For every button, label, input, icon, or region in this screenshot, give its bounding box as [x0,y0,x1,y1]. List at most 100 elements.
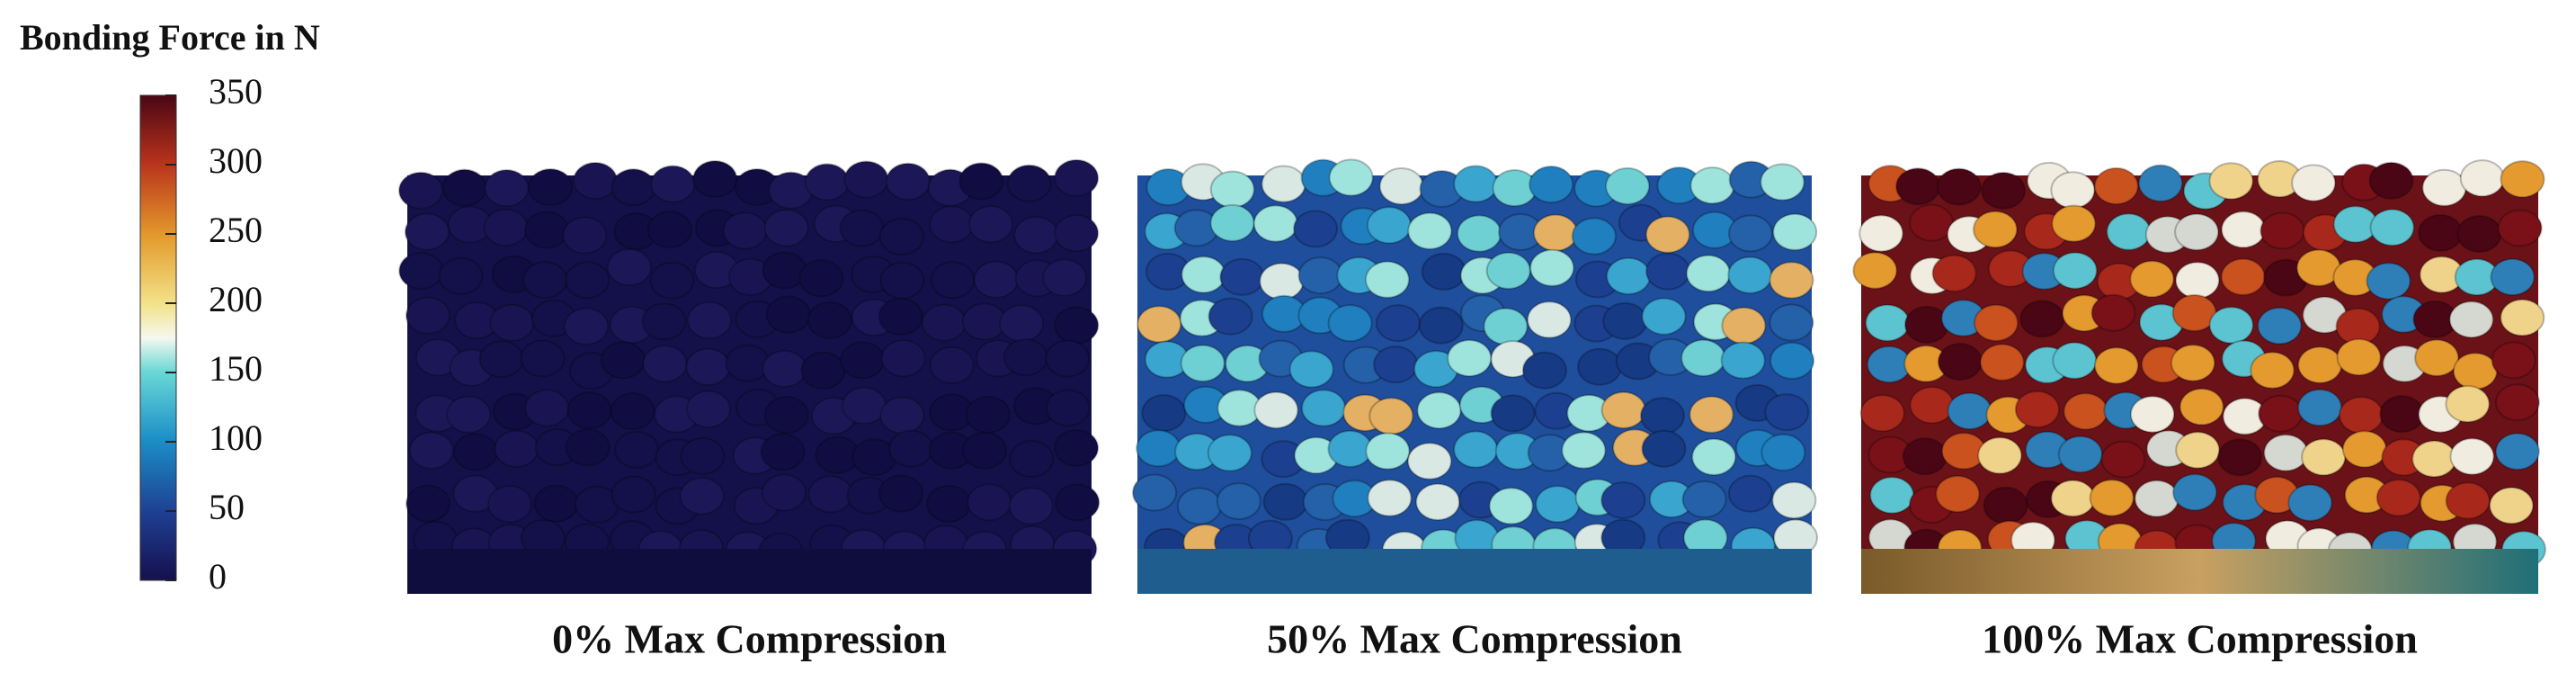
particle [1527,301,1573,339]
particle [1054,214,1100,253]
particle [973,260,1019,299]
particle [680,437,726,476]
particle [2057,435,2103,473]
particle [523,211,569,249]
particle [641,302,687,341]
particle [1375,304,1421,343]
particle [2500,160,2545,199]
particle [879,396,925,435]
colorbar-title: Bonding Force in N [20,17,320,58]
particle [1457,214,1502,253]
particle [2336,338,2382,377]
particle [1606,256,1652,295]
particle [610,392,655,431]
particle [888,429,934,468]
particle [562,216,608,255]
particle [840,341,886,380]
particle [930,261,976,300]
particle [524,389,570,427]
particle [1252,204,1298,243]
particle [611,168,656,207]
particle [1045,339,1091,378]
particle [1327,304,1373,343]
panel-base [407,549,1092,594]
particle [1364,260,1410,299]
particle [1054,158,1100,197]
particle [600,341,646,380]
particle [1935,475,1981,514]
particle [406,484,451,523]
particle [1521,351,1567,390]
particle [1406,442,1452,480]
particle [1416,391,1462,430]
particle [1365,432,1411,471]
particle [483,208,529,247]
particle [1490,394,1536,433]
particle [398,171,444,210]
particle [1366,206,1412,245]
particle [2172,473,2218,512]
particle [1689,395,1734,434]
particle [1328,158,1374,197]
particle [1859,394,1905,433]
particle [1973,303,2019,342]
particle [2301,438,2347,477]
tick-label: 250 [209,210,263,250]
particle [839,209,885,247]
particle [2208,306,2254,345]
particle [1600,390,1646,429]
particle [1561,431,1607,470]
particle [522,261,568,300]
particle [1368,397,1414,435]
panel-caption: 50% Max Compression [1267,616,1682,662]
particle [520,339,566,378]
particle [2490,257,2536,296]
particle [1181,256,1226,294]
particle [565,261,611,300]
particle [1293,210,1339,248]
particle [2445,481,2491,520]
particle [999,304,1045,343]
particle [1132,473,1178,512]
particle [478,340,524,379]
particle [761,473,807,512]
particle [2497,209,2543,247]
particle [967,205,1013,244]
particle [1529,248,1575,287]
particle [1418,306,1464,345]
particle [566,391,612,430]
particle [1937,343,1983,381]
particle [2174,212,2220,251]
particle [1908,203,1954,242]
particle [2297,389,2343,427]
particle [2445,385,2491,424]
particle [484,169,530,208]
particle [1691,437,1737,476]
particle [649,261,695,300]
particle [1858,214,1904,253]
particle [2414,338,2460,377]
particle [2250,351,2295,390]
particle [2263,434,2309,472]
particle [765,295,811,334]
particle [1008,487,1054,525]
particle [1532,213,1578,252]
particle [1639,397,1685,435]
particle [2494,383,2540,422]
particle [879,261,925,300]
particle [2093,166,2139,205]
particle [1680,338,1726,377]
particle [1981,171,2027,210]
particle [1769,261,1814,300]
particle [807,301,852,339]
particle [2489,486,2535,525]
particle [1577,347,1623,386]
particle [2258,394,2304,433]
particle [1973,211,2019,249]
particle [1006,164,1052,202]
particle [2494,432,2540,471]
particle [646,211,692,249]
particle [2217,438,2263,477]
particle [1771,480,1817,519]
